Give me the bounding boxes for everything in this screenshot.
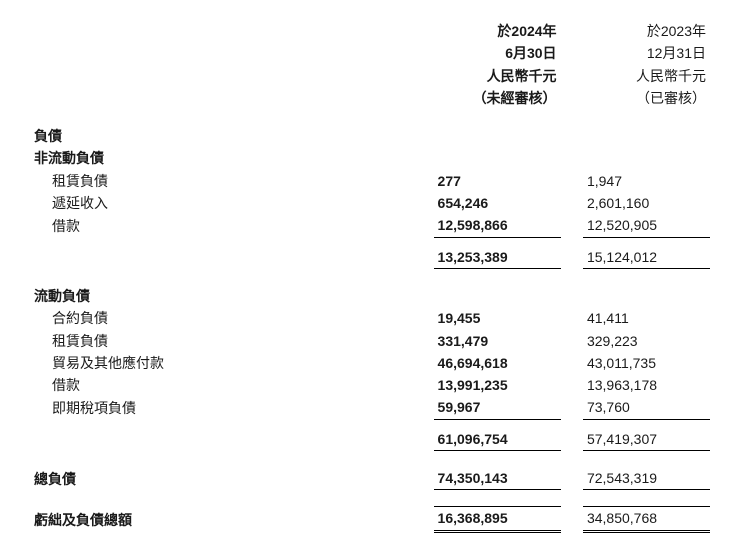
ncl-subtotal-a: 13,253,389 (434, 246, 561, 269)
header-row-4: （未經審核） （已審核） (30, 87, 725, 109)
cl-borrow-b: 13,963,178 (583, 374, 710, 396)
header-row-3: 人民幣千元 人民幣千元 (30, 65, 725, 87)
hdr-col2-l4: （已審核） (583, 87, 710, 109)
ncl-subtotal-b: 15,124,012 (583, 246, 710, 269)
hdr-col1-l3: 人民幣千元 (434, 65, 561, 87)
ncl-deferred-a: 654,246 (434, 192, 561, 214)
cl-subtotal-row: 61,096,754 57,419,307 (30, 428, 725, 451)
hdr-col2-l3: 人民幣千元 (583, 65, 710, 87)
hdr-col1-l2: 6月30日 (434, 42, 561, 64)
ncl-borrow-a: 12,598,866 (434, 214, 561, 237)
total-liab-label: 總負債 (30, 467, 419, 490)
cl-borrow-a: 13,991,235 (434, 374, 561, 396)
total-liab-b: 72,543,319 (583, 467, 710, 490)
ncl-lease-label: 租賃負債 (30, 170, 419, 192)
total-def-liab-label: 虧絀及負債總額 (30, 507, 419, 531)
ncl-deferred-b: 2,601,160 (583, 192, 710, 214)
cl-tax-b: 73,760 (583, 396, 710, 419)
cl-subtotal-b: 57,419,307 (583, 428, 710, 451)
header-row-1: 於2024年 於2023年 (30, 20, 725, 42)
cl-contract-row: 合約負債 19,455 41,411 (30, 307, 725, 329)
ncl-subtotal-row: 13,253,389 15,124,012 (30, 246, 725, 269)
cl-trade-row: 貿易及其他應付款 46,694,618 43,011,735 (30, 352, 725, 374)
cl-borrow-row: 借款 13,991,235 13,963,178 (30, 374, 725, 396)
ncl-borrow-label: 借款 (30, 214, 419, 237)
cl-lease-label: 租賃負債 (30, 330, 419, 352)
cl-trade-label: 貿易及其他應付款 (30, 352, 419, 374)
ncl-borrow-row: 借款 12,598,866 12,520,905 (30, 214, 725, 237)
ncl-heading: 非流動負債 (30, 147, 725, 169)
cl-contract-label: 合約負債 (30, 307, 419, 329)
cl-title: 流動負債 (30, 285, 419, 307)
cl-borrow-label: 借款 (30, 374, 419, 396)
cl-contract-b: 41,411 (583, 307, 710, 329)
cl-lease-b: 329,223 (583, 330, 710, 352)
cl-tax-a: 59,967 (434, 396, 561, 419)
liabilities-heading: 負債 (30, 125, 725, 147)
ncl-title: 非流動負債 (30, 147, 419, 169)
total-liab-row: 總負債 74,350,143 72,543,319 (30, 467, 725, 490)
hdr-col2-l1: 於2023年 (583, 20, 710, 42)
ncl-borrow-b: 12,520,905 (583, 214, 710, 237)
cl-lease-row: 租賃負債 331,479 329,223 (30, 330, 725, 352)
cl-tax-label: 即期稅項負債 (30, 396, 419, 419)
ncl-lease-a: 277 (434, 170, 561, 192)
ncl-deferred-row: 遞延收入 654,246 2,601,160 (30, 192, 725, 214)
total-def-liab-b: 34,850,768 (583, 507, 710, 531)
cl-trade-b: 43,011,735 (583, 352, 710, 374)
ncl-deferred-label: 遞延收入 (30, 192, 419, 214)
hdr-col1-l1: 於2024年 (434, 20, 561, 42)
ncl-lease-row: 租賃負債 277 1,947 (30, 170, 725, 192)
hdr-col2-l2: 12月31日 (583, 42, 710, 64)
total-liab-a: 74,350,143 (434, 467, 561, 490)
financial-table: 於2024年 於2023年 6月30日 12月31日 人民幣千元 人民幣千元 （… (30, 20, 725, 533)
cl-subtotal-a: 61,096,754 (434, 428, 561, 451)
ncl-lease-b: 1,947 (583, 170, 710, 192)
cl-tax-row: 即期稅項負債 59,967 73,760 (30, 396, 725, 419)
hdr-col1-l4: （未經審核） (434, 87, 561, 109)
cl-lease-a: 331,479 (434, 330, 561, 352)
cl-trade-a: 46,694,618 (434, 352, 561, 374)
header-row-2: 6月30日 12月31日 (30, 42, 725, 64)
cl-heading: 流動負債 (30, 285, 725, 307)
total-def-liab-a: 16,368,895 (434, 507, 561, 531)
liabilities-label: 負債 (30, 125, 419, 147)
cl-contract-a: 19,455 (434, 307, 561, 329)
total-def-liab-row: 虧絀及負債總額 16,368,895 34,850,768 (30, 507, 725, 531)
